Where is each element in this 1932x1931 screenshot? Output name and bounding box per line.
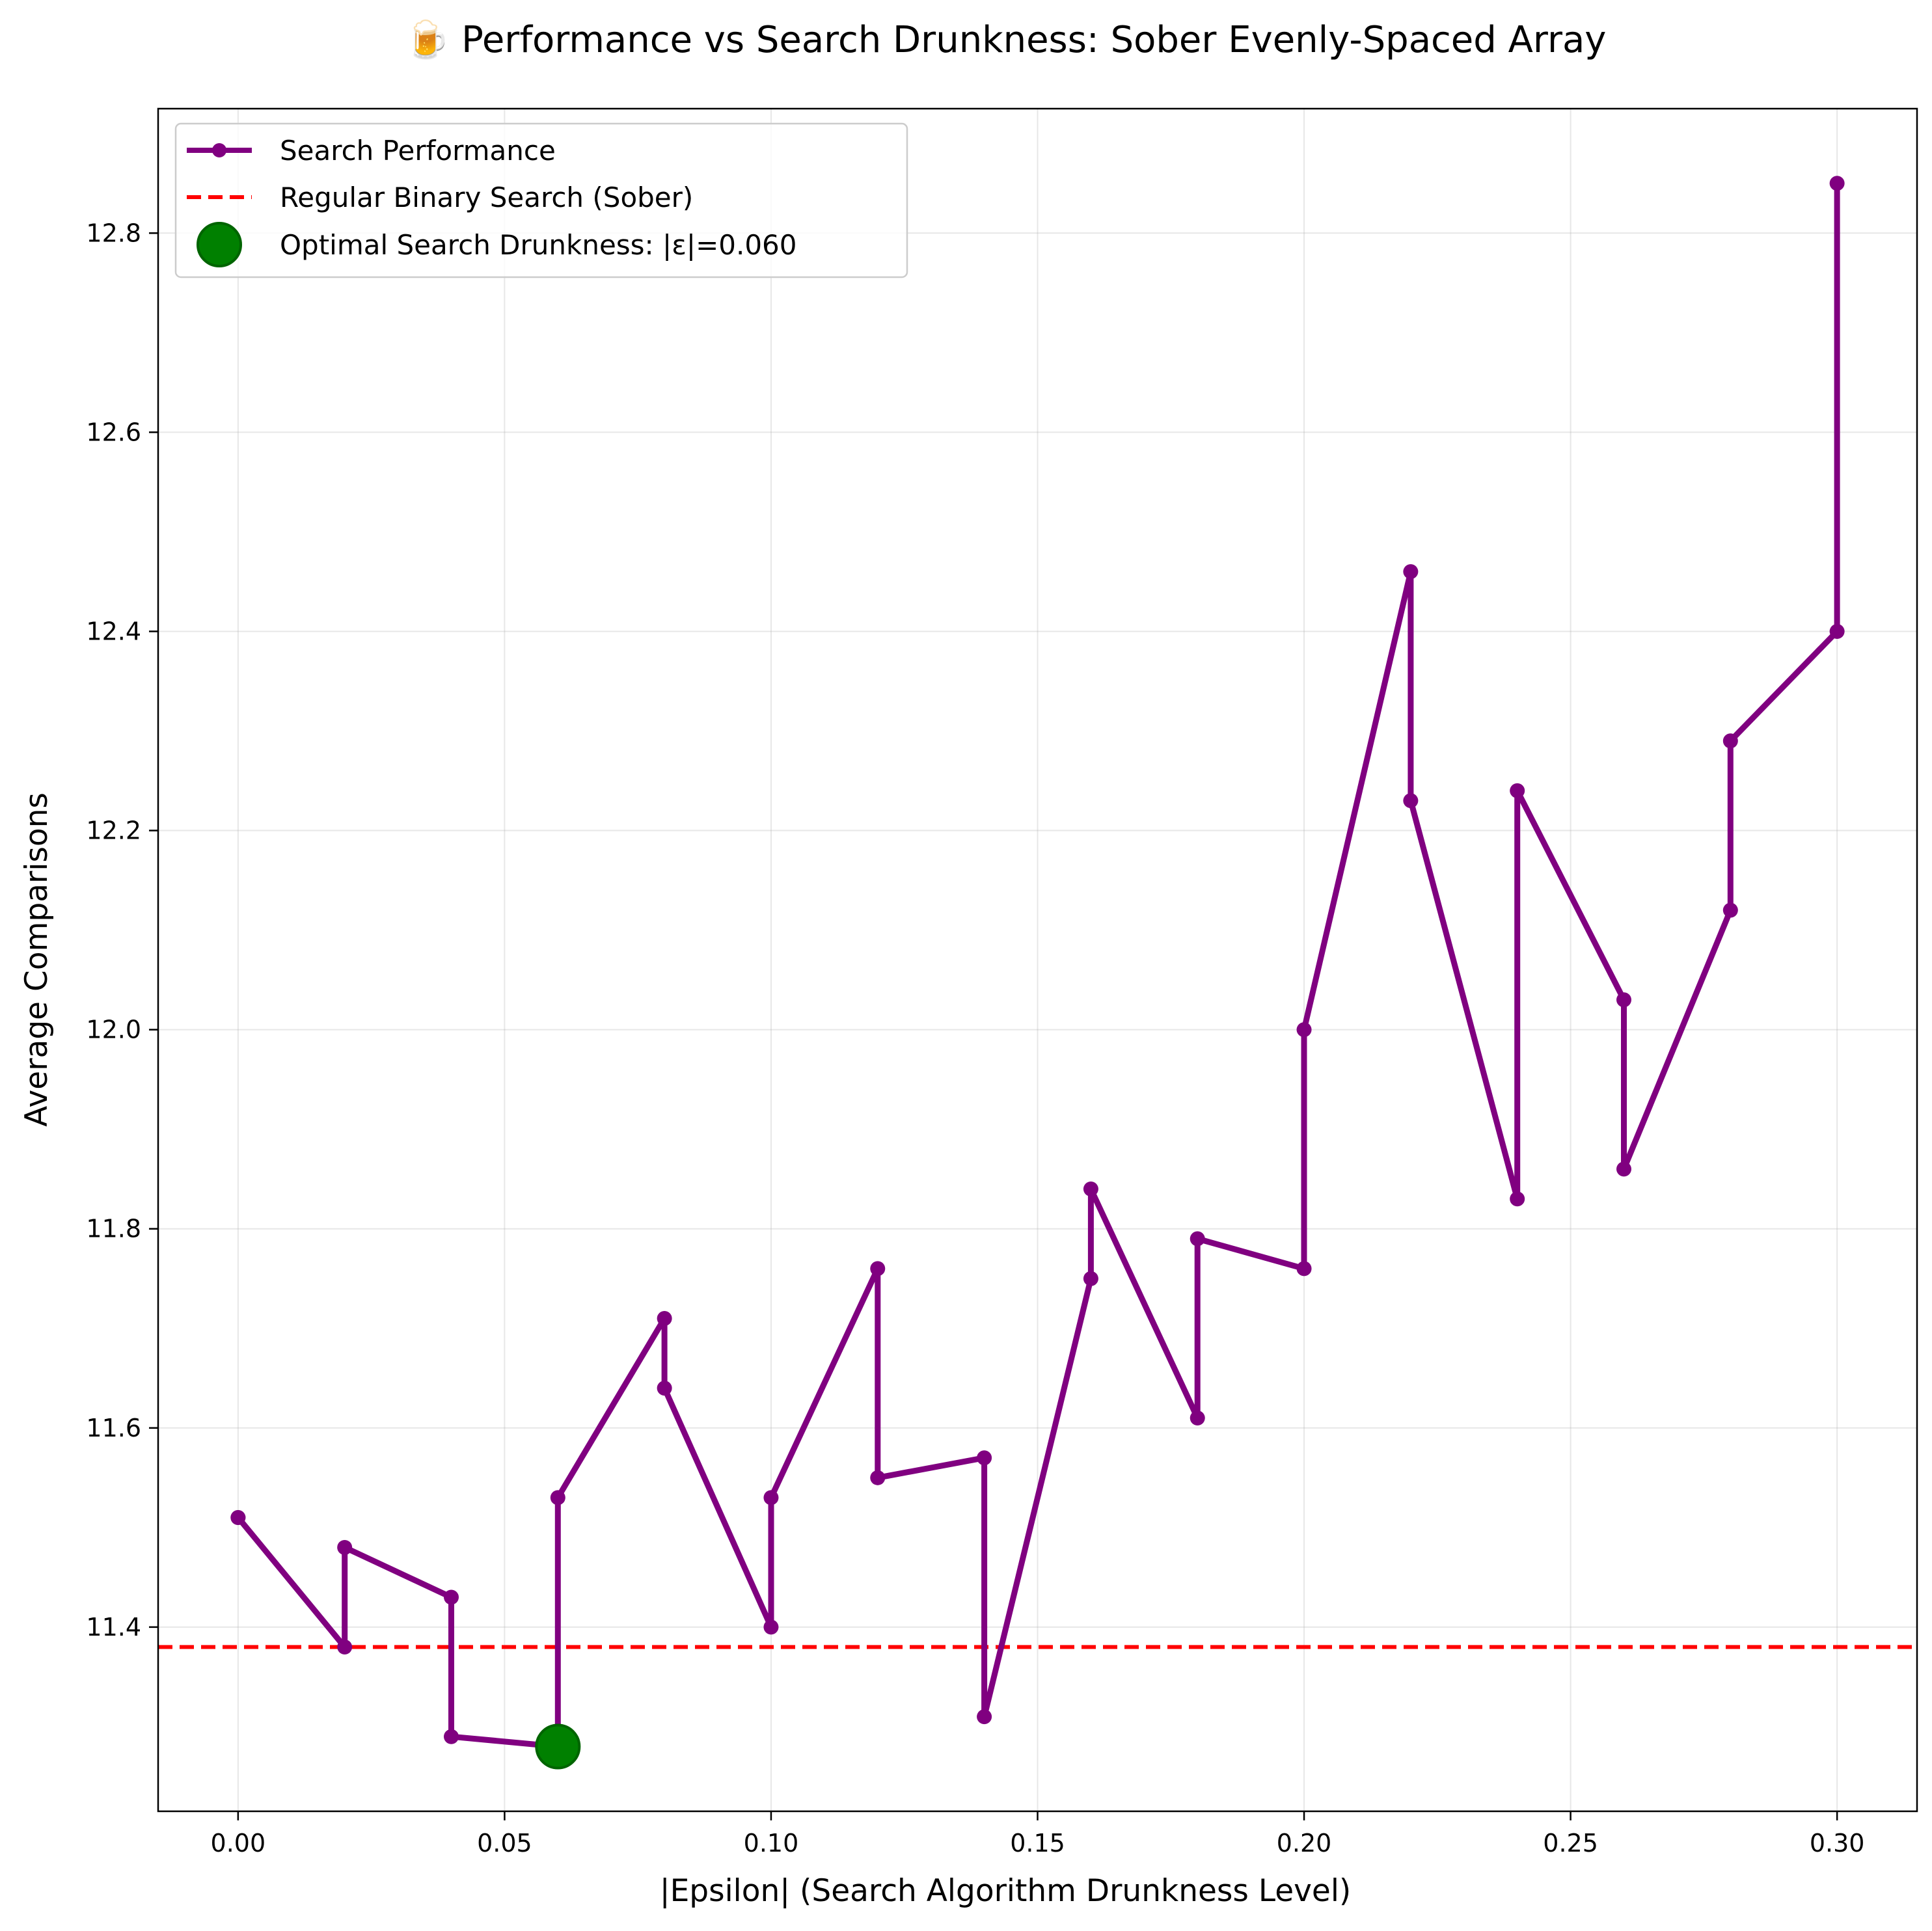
search-performance-point	[337, 1639, 353, 1654]
search-performance-point	[1296, 1261, 1312, 1276]
legend-optimal-label: Optimal Search Drunkness: |ε|=0.060	[280, 229, 797, 261]
y-tick-label: 11.8	[86, 1215, 141, 1243]
legend-search-performance-label: Search Performance	[280, 135, 556, 167]
chart-title: 🍺 Performance vs Search Drunkness: Sober…	[405, 18, 1607, 61]
search-performance-point	[444, 1589, 459, 1605]
x-tick-label: 0.30	[1810, 1829, 1865, 1857]
search-performance-point	[763, 1619, 779, 1635]
x-axis-ticks: 0.00 0.05 0.10 0.15 0.20 0.25 0.30	[211, 1811, 1865, 1857]
search-performance-point	[763, 1490, 779, 1506]
search-performance-point	[1616, 1161, 1631, 1177]
x-tick-label: 0.25	[1543, 1829, 1598, 1857]
search-performance-point	[1083, 1271, 1098, 1286]
grid-layer	[158, 109, 1917, 1811]
x-tick-label: 0.05	[477, 1829, 532, 1857]
legend-optimal-marker	[197, 222, 242, 267]
legend: Search Performance Regular Binary Search…	[174, 122, 908, 278]
search-performance-point	[977, 1709, 992, 1725]
search-performance-point	[230, 1510, 246, 1526]
optimal-marker-layer	[535, 1723, 581, 1770]
y-tick-label: 12.8	[86, 219, 141, 247]
y-tick-label: 12.0	[86, 1016, 141, 1044]
search-performance-point	[870, 1470, 886, 1485]
legend-sober-label: Regular Binary Search (Sober)	[280, 182, 693, 213]
search-performance-point	[1829, 176, 1845, 191]
legend-box	[174, 122, 908, 278]
x-axis-label: |Epsilon| (Search Algorithm Drunkness Le…	[660, 1873, 1351, 1909]
legend-search-performance-marker	[212, 143, 226, 157]
y-tick-label: 12.4	[86, 617, 141, 645]
optimal-drunkness-marker	[535, 1723, 581, 1770]
search-performance-point	[1190, 1231, 1205, 1247]
search-performance-point	[977, 1450, 992, 1466]
search-performance-point	[657, 1310, 672, 1326]
search-performance-point	[444, 1729, 459, 1744]
search-performance-point	[337, 1539, 353, 1555]
y-tick-label: 12.2	[86, 817, 141, 845]
search-performance-point	[550, 1490, 565, 1506]
y-axis-label: Average Comparisons	[19, 792, 55, 1127]
y-tick-label: 12.6	[86, 418, 141, 446]
search-performance-point	[1190, 1410, 1205, 1425]
y-tick-label: 11.6	[86, 1414, 141, 1442]
search-performance-point	[1510, 1191, 1525, 1207]
search-performance-point	[1616, 992, 1631, 1008]
search-performance-point	[1510, 783, 1525, 798]
x-tick-label: 0.00	[211, 1829, 266, 1857]
search-performance-point	[1083, 1181, 1098, 1196]
search-performance-point	[1722, 902, 1738, 918]
y-tick-label: 11.4	[86, 1613, 141, 1641]
search-performance-point	[870, 1261, 886, 1276]
search-performance-point	[657, 1381, 672, 1396]
x-tick-label: 0.10	[744, 1829, 799, 1857]
x-tick-label: 0.15	[1010, 1829, 1065, 1857]
search-performance-point	[1829, 623, 1845, 639]
x-tick-label: 0.20	[1277, 1829, 1332, 1857]
search-performance-point	[1403, 793, 1419, 809]
y-axis-ticks: 11.4 11.6 11.8 12.0 12.2 12.4 12.6 12.8	[86, 219, 158, 1641]
search-performance-point	[1403, 564, 1419, 580]
search-performance-point	[1722, 733, 1738, 749]
search-performance-point	[1296, 1022, 1312, 1038]
